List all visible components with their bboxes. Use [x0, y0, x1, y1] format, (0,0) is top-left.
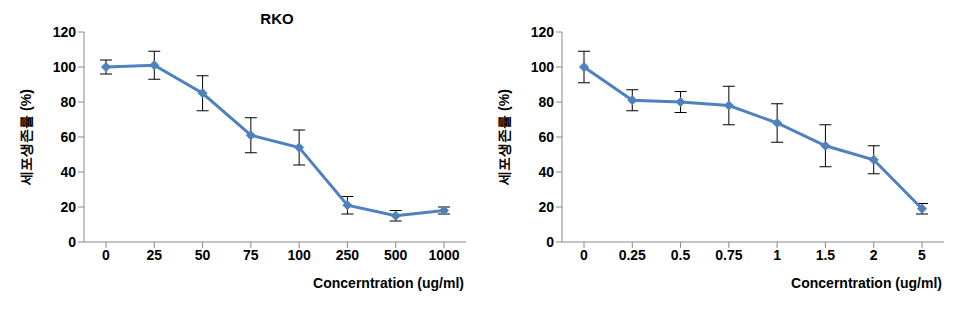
svg-text:0: 0 [68, 234, 76, 250]
svg-text:1000: 1000 [428, 247, 459, 263]
svg-text:2: 2 [870, 247, 878, 263]
svg-text:5: 5 [918, 247, 926, 263]
svg-text:80: 80 [60, 94, 76, 110]
svg-text:50: 50 [195, 247, 211, 263]
svg-text:100: 100 [53, 59, 77, 75]
svg-text:80: 80 [538, 94, 554, 110]
svg-text:0.75: 0.75 [715, 247, 742, 263]
svg-text:0.5: 0.5 [671, 247, 691, 263]
svg-text:60: 60 [60, 129, 76, 145]
svg-text:1.5: 1.5 [816, 247, 836, 263]
svg-text:75: 75 [243, 247, 259, 263]
html-text:RKO: RKO [260, 10, 294, 27]
svg-text:120: 120 [531, 24, 555, 40]
svg-text:100: 100 [287, 247, 311, 263]
svg-text:20: 20 [538, 199, 554, 215]
svg-text:40: 40 [538, 164, 554, 180]
svg-text:0: 0 [546, 234, 554, 250]
svg-text:0: 0 [102, 247, 110, 263]
svg-text:0.25: 0.25 [619, 247, 646, 263]
svg-text:세포생존률 (%): 세포생존률 (%) [18, 89, 34, 186]
svg-text:1: 1 [773, 247, 781, 263]
svg-text:100: 100 [531, 59, 555, 75]
svg-text:250: 250 [336, 247, 360, 263]
svg-text:세포생존률 (%): 세포생존률 (%) [496, 89, 512, 186]
svg-text:20: 20 [60, 199, 76, 215]
svg-text:Concerntration (ug/ml): Concerntration (ug/ml) [313, 275, 464, 291]
svg-text:120: 120 [53, 24, 77, 40]
svg-text:Concerntration (ug/ml): Concerntration (ug/ml) [791, 275, 942, 291]
svg-text:0: 0 [580, 247, 588, 263]
svg-text:60: 60 [538, 129, 554, 145]
svg-text:40: 40 [60, 164, 76, 180]
svg-text:25: 25 [146, 247, 162, 263]
svg-text:500: 500 [384, 247, 408, 263]
